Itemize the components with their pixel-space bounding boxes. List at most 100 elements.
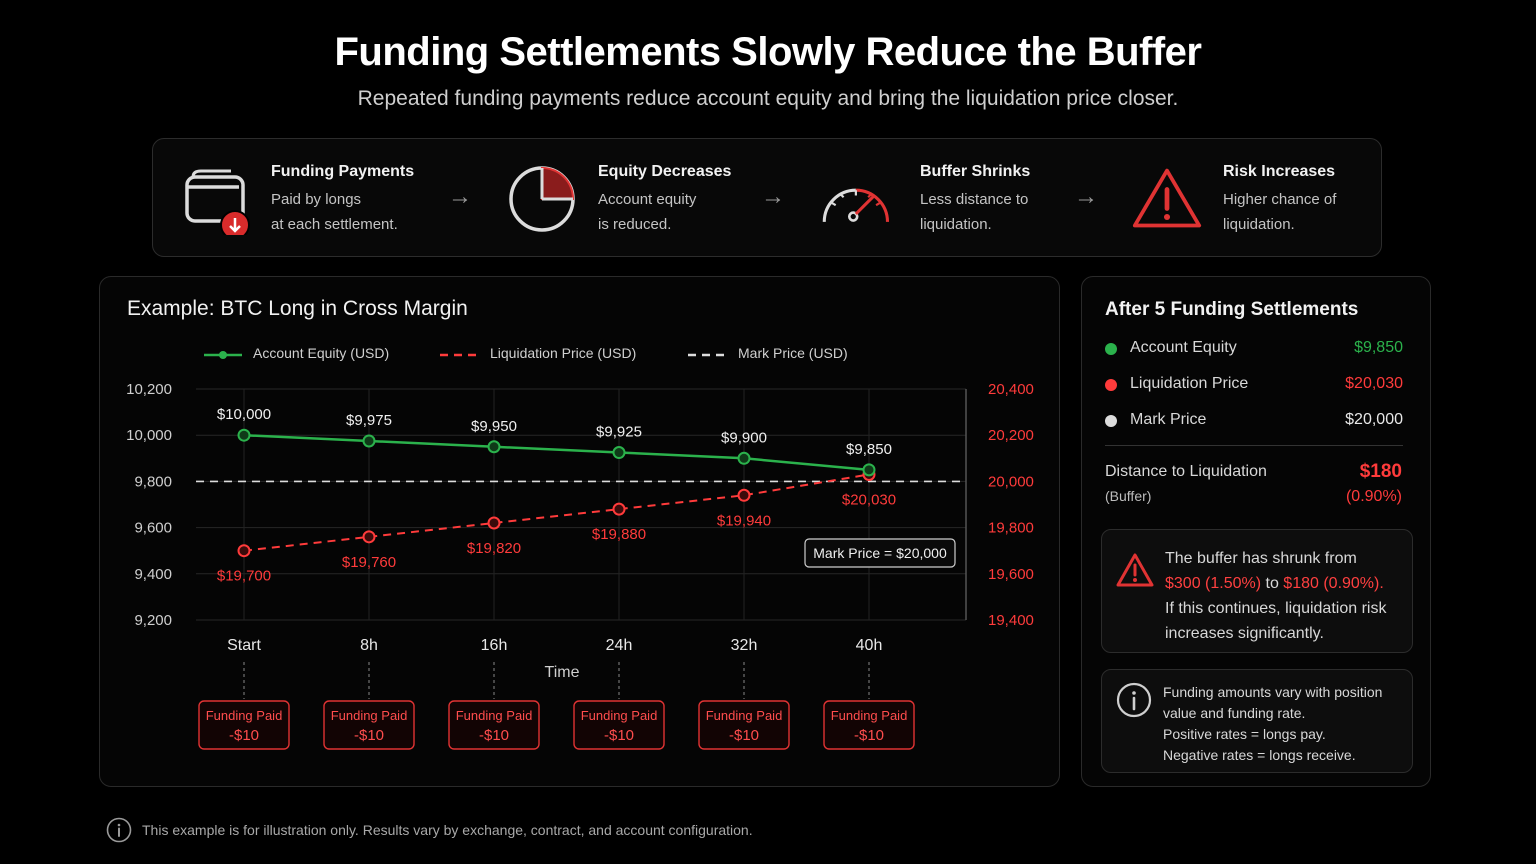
distance-label: Distance to Liquidation <box>1105 463 1267 480</box>
footnote: This example is for illustration only. R… <box>142 822 753 838</box>
x-tick: Start <box>227 637 261 654</box>
legend-equity-swatch <box>204 351 242 359</box>
liquidation-label: $19,820 <box>467 540 521 557</box>
gauge-icon <box>822 188 890 222</box>
x-tick: 24h <box>606 637 633 654</box>
page-title: Funding Settlements Slowly Reduce the Bu… <box>334 30 1202 74</box>
funding-box <box>448 700 540 750</box>
warning-mid: to <box>1261 575 1284 592</box>
chart-plot: 10,200 10,000 9,800 9,600 9,400 9,200 20,400 20… <box>126 381 1034 750</box>
funding-box <box>323 700 415 750</box>
equity-point <box>612 446 626 460</box>
equity-point <box>737 451 751 465</box>
funding-value: -$10 <box>854 727 884 744</box>
mark-price-annotation: Mark Price = $20,000 <box>813 545 947 561</box>
green-dot-icon <box>1105 343 1117 355</box>
step-title: Equity Decreases <box>598 163 732 180</box>
y-tick-right: 20,000 <box>988 473 1034 490</box>
page-subtitle: Repeated funding payments reduce account… <box>357 87 1179 110</box>
equity-point <box>487 440 501 454</box>
y-tick-right: 19,600 <box>988 566 1034 583</box>
legend-mark-label: Mark Price (USD) <box>738 345 848 361</box>
equity-label: $9,850 <box>846 441 892 458</box>
stat-label: Mark Price <box>1130 411 1207 428</box>
chart-panel: Example: BTC Long in Cross Margin Accoun… <box>99 276 1060 787</box>
warning-pre: The buffer has shrunk from <box>1165 550 1357 567</box>
liquidation-label: $19,940 <box>717 512 771 529</box>
funding-value: -$10 <box>479 727 509 744</box>
distance-percent: (0.90%) <box>1345 488 1402 505</box>
mark-price-annotation-box <box>804 538 956 568</box>
legend-mark-swatch <box>688 353 730 357</box>
funding-label: Funding Paid <box>706 708 783 723</box>
y-tick-right: 20,400 <box>988 381 1034 398</box>
warning-box: The buffer has shrunk from $300 (1.50%) … <box>1101 529 1413 653</box>
equity-label: $9,950 <box>471 418 517 435</box>
funding-label: Funding Paid <box>831 708 908 723</box>
funding-value: -$10 <box>354 727 384 744</box>
funding-label: Funding Paid <box>331 708 408 723</box>
legend-liquidation-label: Liquidation Price (USD) <box>490 345 637 361</box>
equity-point <box>862 463 876 477</box>
y-tick-left: 9,800 <box>134 473 172 490</box>
y-tick-right: 19,800 <box>988 520 1034 537</box>
legend-equity-label: Account Equity (USD) <box>253 345 390 361</box>
y-tick-left: 9,400 <box>134 566 172 583</box>
divider <box>1105 445 1403 446</box>
info-icon <box>106 817 132 843</box>
info-line-1: Funding amounts vary with position value… <box>1163 684 1383 721</box>
stat-account-equity: Account Equity $9,850 <box>1105 337 1403 361</box>
funding-box <box>823 700 915 750</box>
step-title: Funding Payments <box>271 163 415 180</box>
equity-line <box>243 433 870 472</box>
y-tick-left: 10,000 <box>126 427 172 444</box>
liquidation-point <box>737 488 751 502</box>
liquidation-point <box>362 530 376 544</box>
step-desc-1: Paid by longs <box>271 191 362 208</box>
funding-box <box>198 700 290 750</box>
stat-label: Account Equity <box>1130 339 1237 356</box>
equity-label: $9,900 <box>721 429 767 446</box>
arrow-icon: → <box>1074 183 1098 210</box>
equity-label: $9,975 <box>346 412 392 429</box>
liquidation-line <box>243 473 870 552</box>
stat-value: $20,030 <box>1345 375 1403 392</box>
info-line-3: Negative rates = longs receive. <box>1163 747 1356 763</box>
summary-panel: After 5 Funding Settlements Account Equi… <box>1081 276 1431 787</box>
warning-icon <box>1132 168 1202 228</box>
funding-box <box>573 700 665 750</box>
step-desc-1: Less distance to <box>920 191 1029 208</box>
warning-text: The buffer has shrunk from $300 (1.50%) … <box>1165 546 1405 646</box>
chart-title: Example: BTC Long in Cross Margin <box>127 297 468 320</box>
equity-label: $10,000 <box>217 406 271 423</box>
white-dot-icon <box>1105 415 1117 427</box>
liquidation-label: $19,880 <box>592 526 646 543</box>
liquidation-label: $20,030 <box>842 491 896 508</box>
pie-icon <box>509 166 575 232</box>
info-box: Funding amounts vary with position value… <box>1101 669 1413 773</box>
funding-value: -$10 <box>604 727 634 744</box>
step-desc-1: Higher chance of <box>1223 191 1337 208</box>
process-steps: Funding Payments Paid by longs at each s… <box>152 138 1382 257</box>
x-tick: 40h <box>856 637 883 654</box>
y-tick-left: 9,600 <box>134 520 172 537</box>
y-tick-left: 10,200 <box>126 381 172 398</box>
warning-to: $180 (0.90%). <box>1283 575 1384 592</box>
y-tick-right: 20,200 <box>988 427 1034 444</box>
stat-label: Liquidation Price <box>1130 375 1249 392</box>
step-desc-2: at each settlement. <box>271 216 398 233</box>
info-line-2: Positive rates = longs pay. <box>1163 726 1326 742</box>
warning-icon <box>1116 553 1154 587</box>
info-icon <box>1116 682 1152 718</box>
red-dot-icon <box>1105 379 1117 391</box>
y-tick-right: 19,400 <box>988 612 1034 629</box>
liquidation-label: $19,760 <box>342 554 396 571</box>
stat-value: $20,000 <box>1345 411 1403 428</box>
funding-label: Funding Paid <box>206 708 283 723</box>
liquidation-point <box>237 544 251 558</box>
stat-value: $9,850 <box>1354 339 1403 356</box>
liquidation-point <box>487 516 501 530</box>
x-tick: 16h <box>481 637 508 654</box>
equity-point <box>237 428 251 442</box>
arrow-icon: → <box>761 183 785 210</box>
